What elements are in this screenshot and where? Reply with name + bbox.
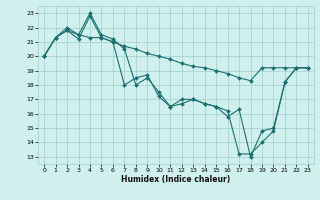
X-axis label: Humidex (Indice chaleur): Humidex (Indice chaleur) bbox=[121, 175, 231, 184]
